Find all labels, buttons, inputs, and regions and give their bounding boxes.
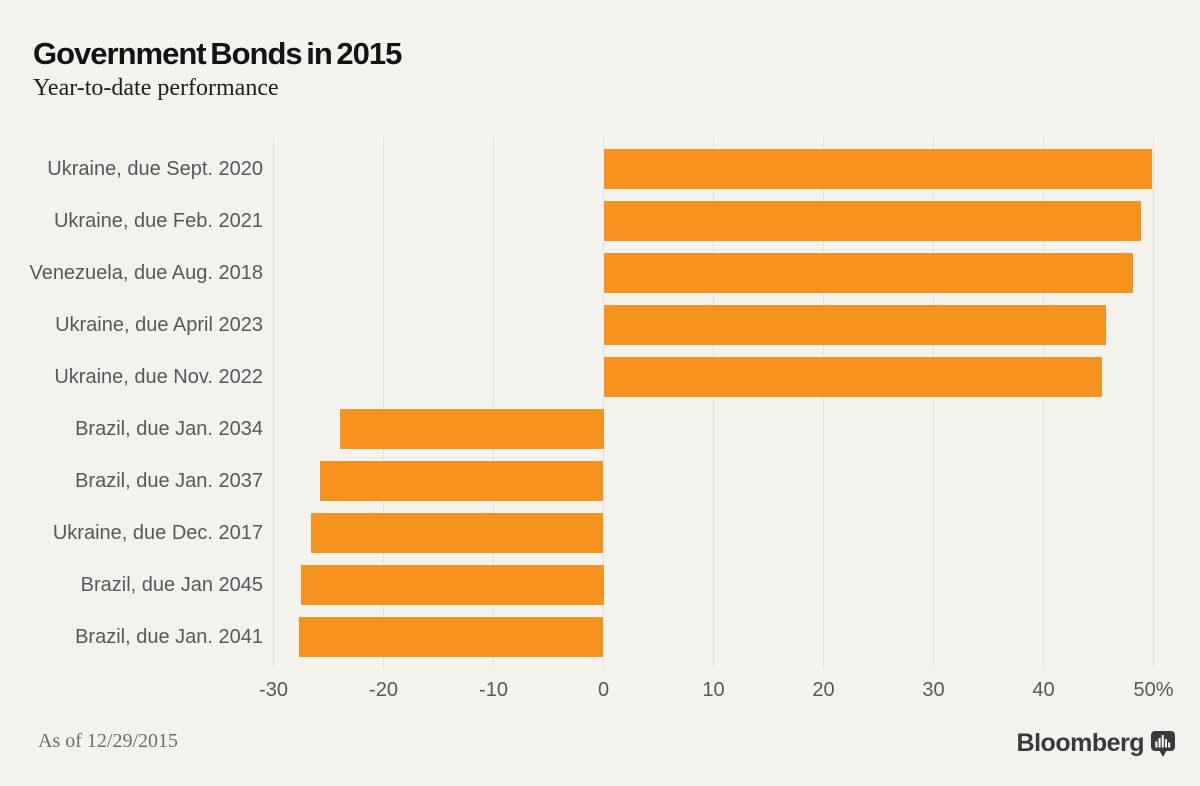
x-tick-label: 0 [597, 679, 610, 701]
gridline [603, 138, 604, 668]
gridline [933, 138, 934, 668]
gridline [713, 138, 714, 668]
bar [339, 409, 604, 449]
category-label: Ukraine, due Sept. 2020 [47, 158, 263, 180]
category-label: Brazil, due Jan 2045 [80, 574, 263, 596]
bar [603, 149, 1153, 189]
bar [603, 201, 1142, 241]
x-tick-label: 50% [1133, 679, 1174, 701]
category-label: Ukraine, due April 2023 [55, 314, 263, 336]
x-tick-label: -30 [259, 679, 288, 701]
gridline [1043, 138, 1044, 668]
gridline [383, 138, 384, 668]
x-tick-label: -10 [479, 679, 508, 701]
x-tick-label: -20 [369, 679, 398, 701]
category-label: Brazil, due Jan. 2041 [75, 626, 263, 648]
bar [319, 461, 604, 501]
category-label: Brazil, due Jan. 2037 [75, 470, 263, 492]
chart-subtitle: Year-to-date performance [33, 75, 279, 101]
bloomberg-logo: Bloomberg [1017, 728, 1175, 758]
chart-title: Government Bonds in 2015 [33, 36, 402, 71]
bar [298, 617, 604, 657]
bar [310, 513, 604, 553]
category-label: Brazil, due Jan. 2034 [75, 418, 263, 440]
bar [603, 357, 1102, 397]
category-label: Ukraine, due Dec. 2017 [52, 522, 263, 544]
bar [603, 305, 1107, 345]
gridline [493, 138, 494, 668]
as-of-date: As of 12/29/2015 [38, 730, 178, 752]
x-tick-label: 20 [812, 679, 835, 701]
x-tick-label: 30 [922, 679, 945, 701]
bloomberg-wordmark: Bloomberg [1016, 728, 1145, 757]
bar [603, 253, 1133, 293]
x-tick-label: 40 [1032, 679, 1055, 701]
gridline [823, 138, 824, 668]
x-tick-label: 10 [702, 679, 725, 701]
gridline [1153, 138, 1154, 668]
bar [301, 565, 604, 605]
gridline [273, 138, 274, 668]
category-label: Ukraine, due Feb. 2021 [53, 210, 263, 232]
category-label: Venezuela, due Aug. 2018 [29, 262, 263, 284]
bloomberg-chart-bubble-icon [1151, 730, 1175, 757]
category-label: Ukraine, due Nov. 2022 [54, 366, 263, 388]
